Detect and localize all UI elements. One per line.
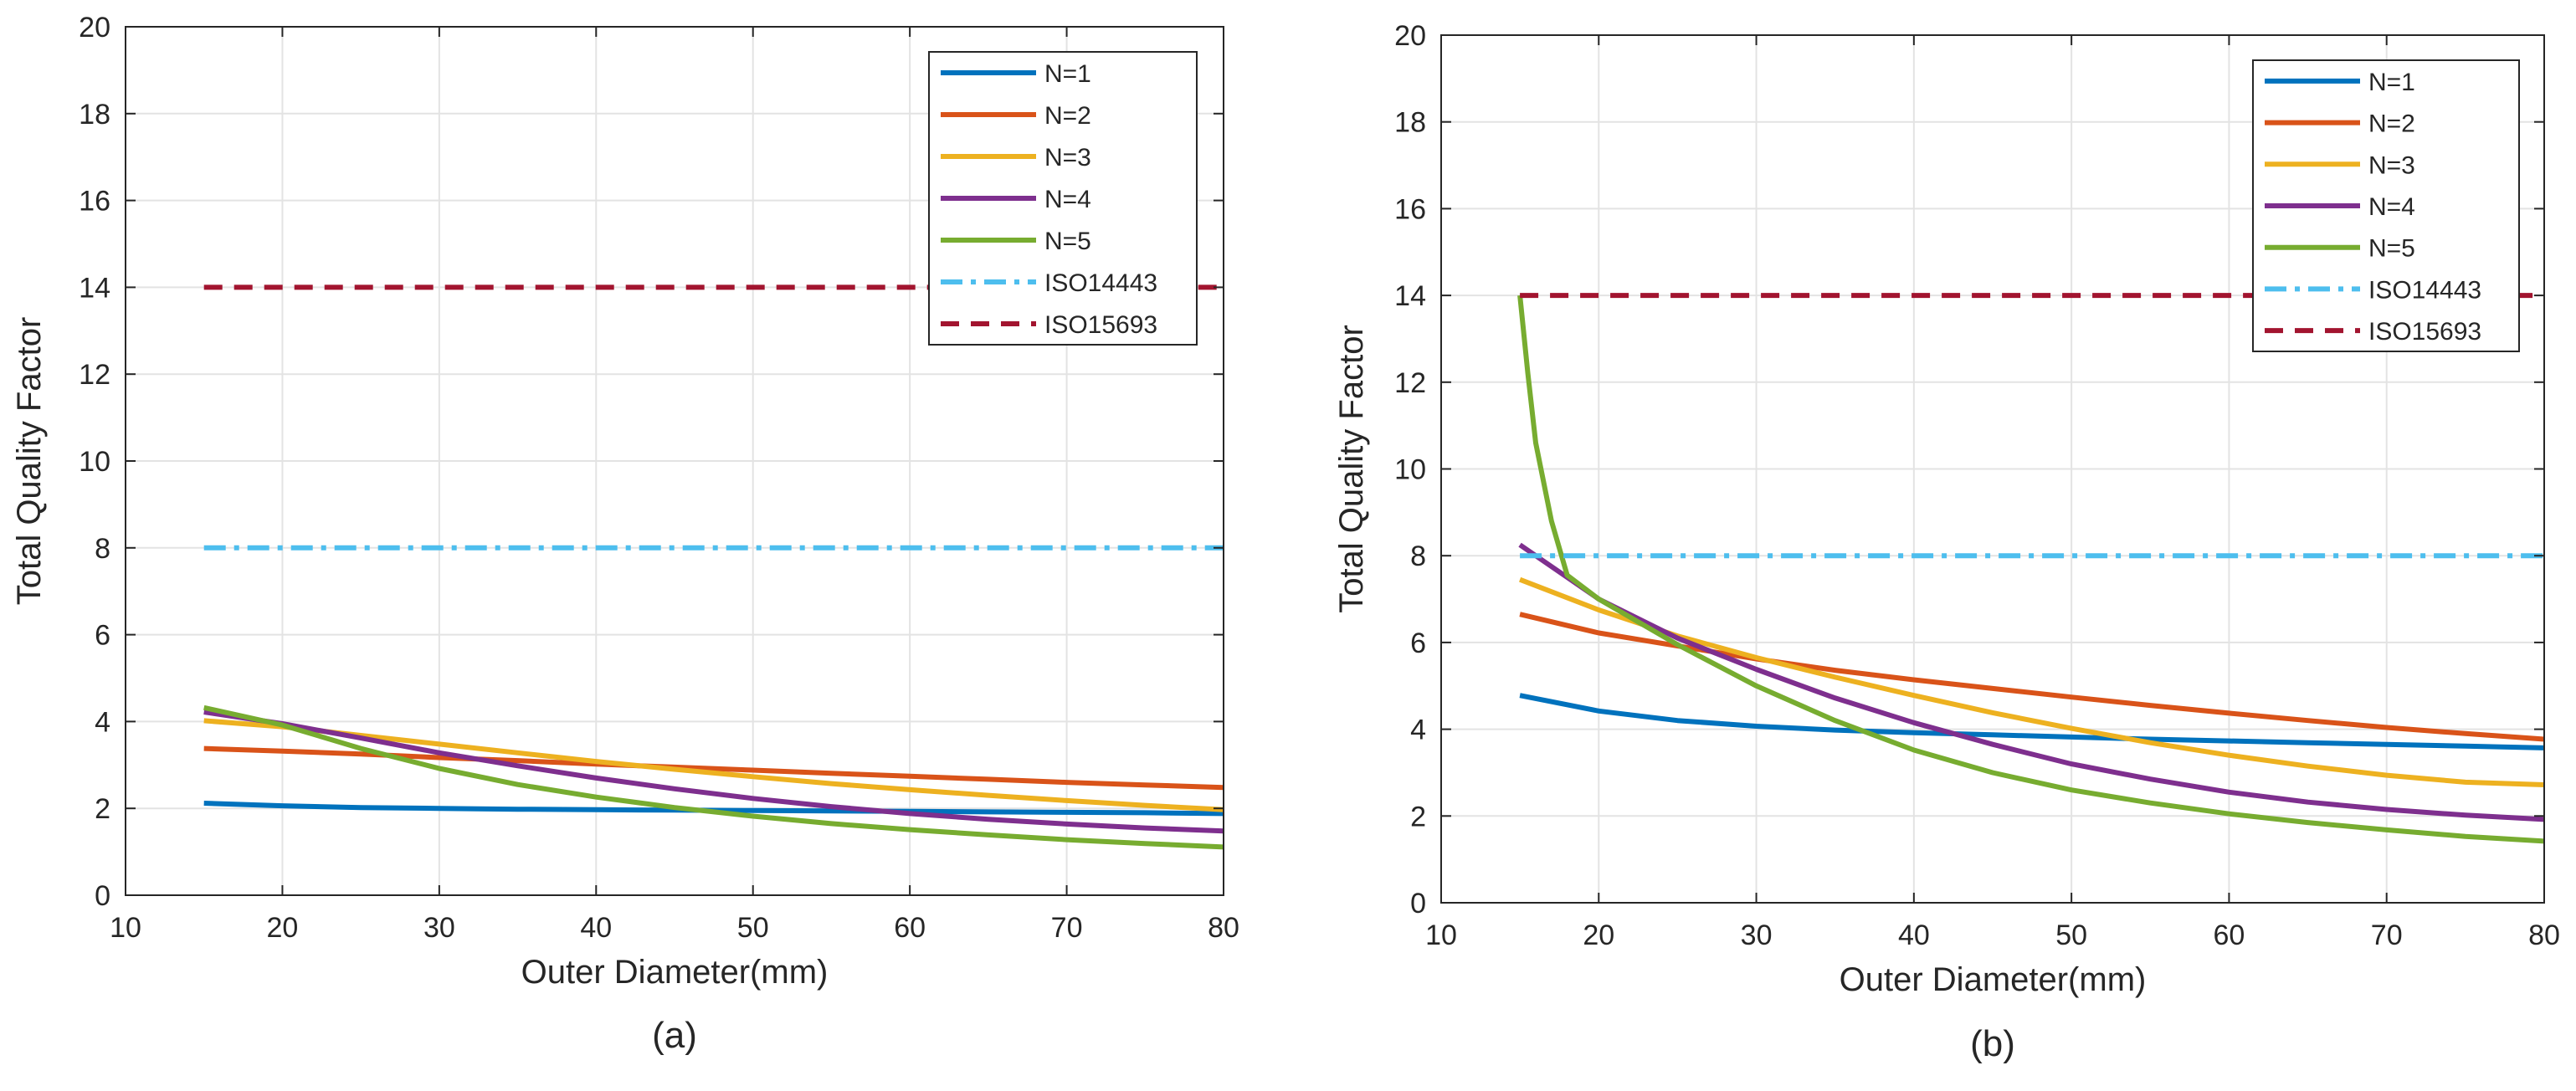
legend-label: N=3 (2368, 151, 2415, 179)
legend-label: N=1 (2368, 69, 2415, 96)
y-tick-label: 14 (79, 272, 110, 304)
x-tick-label: 70 (1051, 912, 1083, 944)
x-tick-label: 10 (1425, 919, 1457, 951)
x-tick-label: 60 (2214, 919, 2245, 951)
series-line-n5 (1517, 295, 2544, 844)
series-group (1517, 293, 2544, 844)
y-tick-label: 18 (79, 99, 110, 131)
x-axis-label: Outer Diameter(mm) (521, 954, 829, 991)
y-tick-label: 2 (95, 793, 110, 825)
chart-panel-a: 10 20 30 40 50 60 70 80 0 2 4 6 8 10 12 14 16 18 20 Outer D… (11, 12, 1239, 1056)
series-line-n4 (203, 709, 1224, 834)
series-line-n4 (1518, 542, 2544, 822)
legend-label: ISO14443 (1044, 269, 1157, 297)
y-tick-label: 16 (1394, 193, 1426, 225)
y-tick-label: 4 (1410, 715, 1426, 746)
series-line-n1 (1519, 693, 2544, 750)
x-tick-label: 80 (2528, 919, 2560, 951)
legend-label: N=2 (2368, 110, 2415, 138)
legend-label: N=3 (1044, 144, 1091, 172)
series-line-n3 (1519, 576, 2544, 787)
x-tick-label: 30 (423, 912, 455, 944)
y-tick-label: 16 (79, 186, 110, 218)
y-tick-label: 20 (1394, 20, 1426, 52)
x-tick-label: 70 (2371, 919, 2403, 951)
y-tick-label: 14 (1394, 280, 1426, 312)
y-tick-label: 4 (95, 706, 110, 738)
legend: N=1 N=2 N=3 N=4 N=5 ISO14443 ISO15693 (928, 51, 1198, 346)
y-tick-label: 8 (1410, 540, 1426, 572)
legend-label: N=2 (1044, 102, 1091, 130)
x-axis-label: Outer Diameter(mm) (1840, 961, 2147, 998)
legend-box (928, 51, 1198, 346)
legend-label: N=1 (1044, 60, 1091, 88)
y-tick-label: 18 (1394, 107, 1426, 139)
x-tick-label: 60 (894, 912, 926, 944)
y-tick-label: 2 (1410, 801, 1426, 832)
x-tick-label: 20 (267, 912, 299, 944)
y-tick-label: 12 (79, 359, 110, 391)
y-tick-label: 8 (95, 533, 110, 565)
y-axis-label: Total Quality Factor (1333, 325, 1370, 613)
y-tick-label: 6 (95, 620, 110, 652)
y-tick-label: 10 (1394, 454, 1426, 486)
y-tick-label: 20 (79, 12, 110, 44)
legend-label: N=4 (1044, 186, 1091, 213)
y-tick-label: 10 (79, 446, 110, 478)
legend-label: ISO14443 (2368, 276, 2481, 304)
y-tick-label: 0 (1410, 888, 1426, 919)
x-tick-label: 40 (580, 912, 612, 944)
legend-label: ISO15693 (2368, 318, 2481, 346)
series-line-n2 (203, 745, 1224, 791)
x-tick-label: 50 (737, 912, 769, 944)
series-line-n2 (1519, 612, 2544, 742)
x-tick-label: 20 (1583, 919, 1614, 951)
x-tick-label: 10 (110, 912, 141, 944)
legend-label: N=5 (2368, 235, 2415, 263)
x-tick-label: 50 (2055, 919, 2087, 951)
series-line-n5 (203, 704, 1224, 850)
legend: N=1 N=2 N=3 N=4 N=5 ISO14443 ISO15693 (2252, 59, 2520, 352)
x-tick-label: 30 (1741, 919, 1773, 951)
chart-panel-b: 10 20 30 40 50 60 70 80 0 2 4 6 8 10 12 14 16 18 20 Outer D… (1333, 20, 2560, 1064)
x-tick-label: 40 (1898, 919, 1930, 951)
panel-caption: (b) (1970, 1023, 2015, 1064)
legend-label: N=5 (1044, 228, 1091, 255)
y-axis-label: Total Quality Factor (11, 317, 48, 606)
y-tick-label: 0 (95, 880, 110, 912)
series-line-n3 (203, 718, 1224, 812)
panel-caption: (a) (652, 1015, 697, 1056)
x-tick-label: 80 (1208, 912, 1239, 944)
y-tick-label: 12 (1394, 367, 1426, 399)
legend-label: N=4 (2368, 193, 2415, 221)
y-tick-label: 6 (1410, 627, 1426, 659)
legend-label: ISO15693 (1044, 311, 1157, 339)
